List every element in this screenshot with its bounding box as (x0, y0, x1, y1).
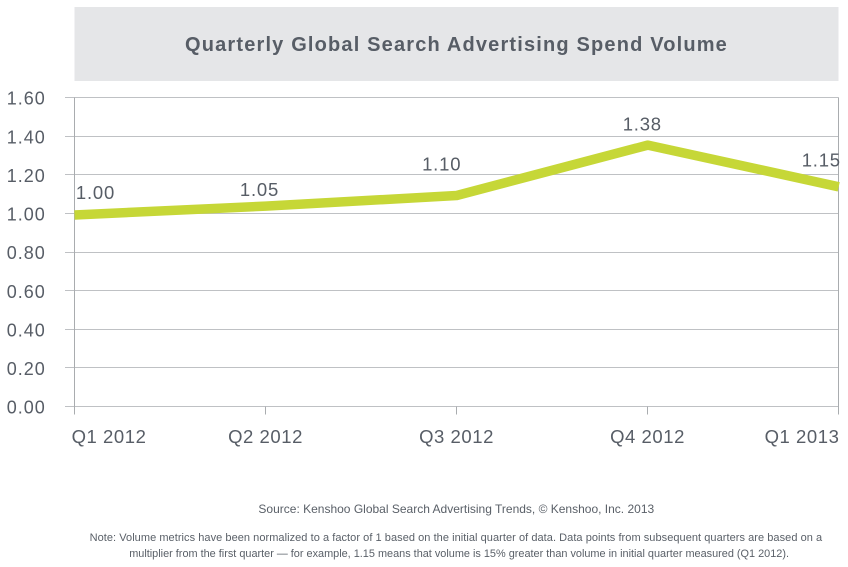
svg-text:Note: Volume metrics have been: Note: Volume metrics have been normalize… (90, 532, 823, 544)
svg-text:0.80: 0.80 (7, 243, 46, 263)
svg-text:1.38: 1.38 (623, 114, 662, 135)
svg-text:1.00: 1.00 (76, 182, 115, 203)
svg-text:Q4 2012: Q4 2012 (610, 426, 685, 447)
svg-text:Q1 2013: Q1 2013 (765, 426, 840, 447)
svg-text:Source: Kenshoo Global Search: Source: Kenshoo Global Search Advertisin… (258, 502, 654, 516)
svg-text:multiplier from the first quar: multiplier from the first quarter — for … (129, 548, 789, 560)
svg-text:1.15: 1.15 (802, 150, 841, 171)
svg-text:0.40: 0.40 (7, 321, 46, 341)
svg-text:1.60: 1.60 (7, 89, 46, 109)
svg-text:Q3 2012: Q3 2012 (419, 426, 494, 447)
svg-text:1.40: 1.40 (7, 127, 46, 147)
svg-text:1.10: 1.10 (422, 153, 461, 174)
svg-text:Q1 2012: Q1 2012 (72, 426, 147, 447)
svg-text:Quarterly Global Search Advert: Quarterly Global Search Advertising Spen… (185, 34, 728, 56)
svg-text:0.00: 0.00 (7, 398, 46, 418)
svg-text:0.20: 0.20 (7, 359, 46, 379)
svg-text:0.60: 0.60 (7, 282, 46, 302)
svg-text:1.00: 1.00 (7, 205, 46, 225)
svg-text:1.20: 1.20 (7, 166, 46, 186)
svg-text:Q2 2012: Q2 2012 (228, 426, 303, 447)
svg-text:1.05: 1.05 (240, 179, 279, 200)
